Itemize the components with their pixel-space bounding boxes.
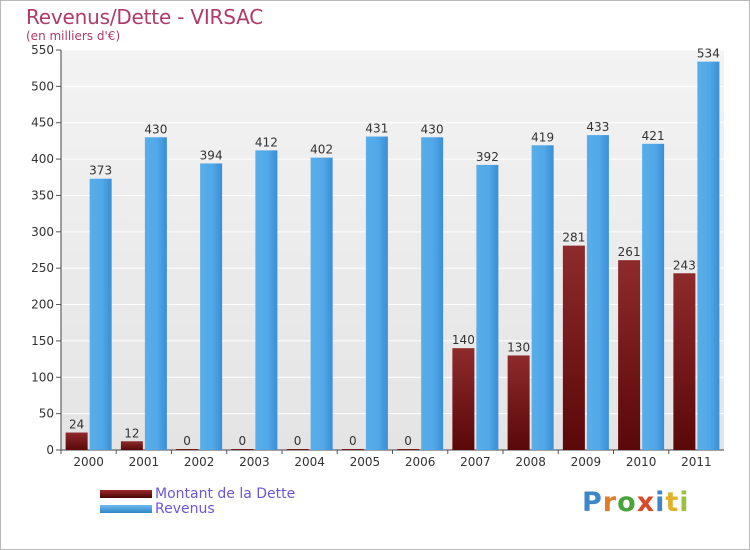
bar-revenus bbox=[476, 164, 499, 450]
data-label-dette: 261 bbox=[618, 245, 641, 259]
x-tick-label: 2000 bbox=[73, 455, 104, 469]
plot-area bbox=[61, 50, 724, 450]
x-tick-label: 2002 bbox=[184, 455, 215, 469]
data-label-dette: 0 bbox=[294, 434, 302, 448]
data-label-dette: 243 bbox=[673, 258, 696, 272]
data-label-dette: 12 bbox=[124, 426, 139, 440]
data-label-dette: 130 bbox=[507, 340, 530, 354]
bar-revenus bbox=[697, 61, 720, 451]
chart-subtitle: (en milliers d'€) bbox=[26, 29, 121, 43]
x-tick-label: 2001 bbox=[129, 455, 160, 469]
data-label-revenus: 421 bbox=[642, 129, 665, 143]
bar-dette bbox=[176, 449, 199, 450]
logo-letter: i bbox=[655, 487, 666, 518]
legend-swatch-dette bbox=[100, 490, 152, 498]
x-tick-label: 2006 bbox=[405, 455, 436, 469]
y-tick-label: 450 bbox=[31, 116, 54, 130]
data-label-revenus: 419 bbox=[531, 130, 554, 144]
x-tick-label: 2007 bbox=[460, 455, 491, 469]
x-tick-label: 2008 bbox=[515, 455, 546, 469]
x-tick-label: 2009 bbox=[571, 455, 602, 469]
data-label-revenus: 534 bbox=[697, 47, 720, 61]
data-label-revenus: 433 bbox=[586, 120, 609, 134]
x-tick-label: 2005 bbox=[350, 455, 381, 469]
bar-revenus bbox=[255, 150, 278, 450]
bar-dette bbox=[507, 355, 530, 450]
bar-revenus bbox=[89, 178, 112, 450]
data-label-dette: 0 bbox=[239, 434, 247, 448]
bar-revenus bbox=[421, 137, 444, 451]
x-tick-label: 2004 bbox=[294, 455, 325, 469]
data-label-dette: 140 bbox=[452, 333, 475, 347]
bar-dette bbox=[286, 449, 309, 450]
legend-swatch-revenus bbox=[100, 505, 152, 513]
bar-revenus bbox=[144, 137, 167, 451]
data-label-dette: 281 bbox=[562, 231, 585, 245]
bar-dette bbox=[65, 432, 88, 450]
data-label-revenus: 402 bbox=[310, 143, 333, 157]
legend-label-revenus: Revenus bbox=[155, 501, 215, 517]
data-label-revenus: 430 bbox=[421, 122, 444, 136]
legend-label-dette: Montant de la Dette bbox=[155, 486, 296, 502]
bar-revenus bbox=[642, 143, 665, 450]
data-label-revenus: 373 bbox=[89, 164, 112, 178]
bar-dette bbox=[341, 449, 364, 450]
logo-letter: o bbox=[617, 487, 637, 518]
y-tick-label: 550 bbox=[31, 43, 54, 57]
y-tick-label: 400 bbox=[31, 152, 54, 166]
bar-dette bbox=[231, 449, 254, 450]
bar-revenus bbox=[200, 163, 223, 451]
data-label-revenus: 431 bbox=[365, 122, 388, 136]
bar-revenus bbox=[310, 157, 333, 451]
data-label-dette: 0 bbox=[404, 434, 412, 448]
x-tick-label: 2011 bbox=[681, 455, 712, 469]
bar-dette bbox=[673, 273, 696, 450]
bar-dette bbox=[120, 441, 143, 450]
y-tick-label: 300 bbox=[31, 225, 54, 239]
data-label-revenus: 392 bbox=[476, 150, 499, 164]
y-tick-label: 350 bbox=[31, 188, 54, 202]
logo-letter: x bbox=[636, 487, 656, 518]
data-label-dette: 0 bbox=[183, 434, 191, 448]
legend-item-revenus: Revenus bbox=[100, 501, 340, 517]
bar-dette bbox=[618, 260, 641, 450]
logo-letter: r bbox=[602, 487, 618, 518]
y-tick-label: 150 bbox=[31, 334, 54, 348]
x-tick-label: 2010 bbox=[626, 455, 657, 469]
data-label-revenus: 430 bbox=[144, 122, 167, 136]
bar-revenus bbox=[365, 136, 388, 450]
bar-dette bbox=[397, 449, 420, 450]
y-tick-label: 500 bbox=[31, 79, 54, 93]
y-tick-label: 200 bbox=[31, 298, 54, 312]
logo-letter: i bbox=[679, 487, 690, 518]
bar-revenus bbox=[586, 135, 609, 450]
legend-item-dette: Montant de la Dette bbox=[100, 486, 340, 502]
bar-dette bbox=[562, 245, 585, 450]
bar-dette bbox=[452, 348, 475, 450]
data-label-revenus: 394 bbox=[200, 148, 223, 162]
proxiti-logo: Proxiti bbox=[582, 487, 690, 518]
y-tick-label: 250 bbox=[31, 261, 54, 275]
x-tick-label: 2003 bbox=[239, 455, 270, 469]
data-label-dette: 24 bbox=[69, 418, 84, 432]
y-tick-label: 0 bbox=[46, 443, 54, 457]
bar-revenus bbox=[531, 145, 554, 451]
logo-letter: P bbox=[582, 487, 603, 518]
data-label-dette: 0 bbox=[349, 434, 357, 448]
data-label-revenus: 412 bbox=[255, 135, 278, 149]
y-tick-label: 100 bbox=[31, 370, 54, 384]
logo-letter: t bbox=[665, 487, 680, 518]
chart-title: Revenus/Dette - VIRSAC bbox=[26, 5, 264, 29]
y-tick-label: 50 bbox=[39, 407, 54, 421]
